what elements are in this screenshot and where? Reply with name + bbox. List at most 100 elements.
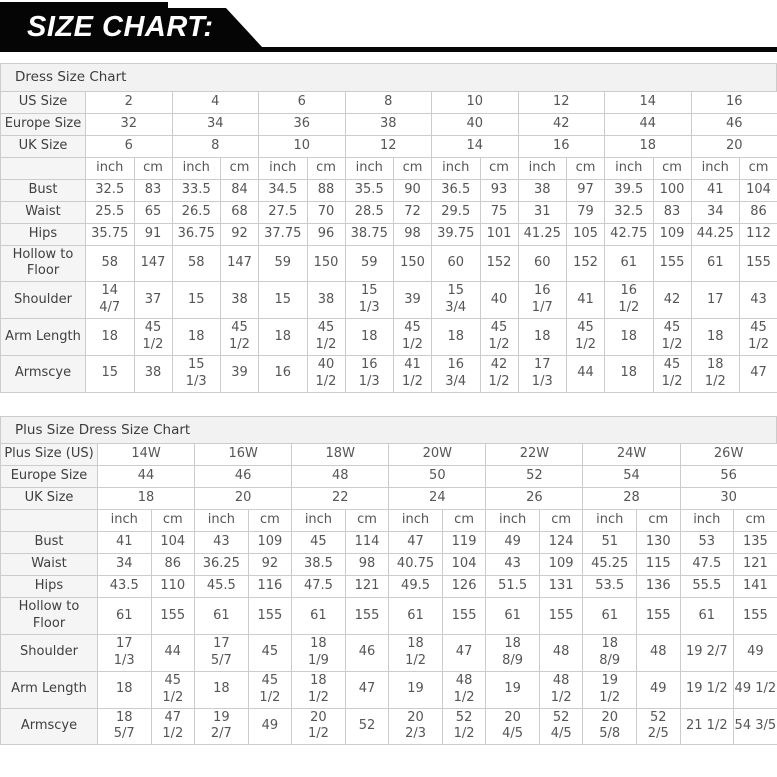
measurement-inch: 59 — [258, 244, 308, 283]
measurement-inch: 16 1/7 — [517, 281, 568, 320]
measurement-cm: 38 — [306, 281, 346, 320]
measurement-cm: 104 — [739, 178, 777, 202]
measurement-cm: 45 — [247, 633, 293, 672]
measurement-inch: 21 1/2 — [679, 707, 735, 746]
dress-size-chart-section: Dress Size Chart US Size 2 4 6 8 10 12 14 16 Euro… — [0, 63, 777, 393]
measurement-cm: 83 — [652, 200, 692, 224]
measurement-inch: 49 — [485, 531, 540, 555]
measurement-cm: 54 3/5 — [733, 707, 777, 746]
measurement-cm: 104 — [441, 553, 487, 577]
size-value: 10 — [431, 90, 519, 114]
unit-header: inch — [431, 156, 481, 180]
row-label: Shoulder — [0, 281, 86, 320]
measurement-cm: 92 — [247, 553, 293, 577]
unit-header: inch — [485, 509, 540, 533]
measurement-cm: 45 1/2 — [739, 318, 777, 356]
unit-header: cm — [344, 509, 390, 533]
measurement-cm: 97 — [566, 178, 606, 202]
measurement-inch: 51 — [582, 531, 637, 555]
measurement-inch: 18 8/9 — [485, 633, 540, 672]
measurement-inch: 18 — [604, 354, 654, 393]
measurement-inch: 47 — [388, 531, 443, 555]
row-label: UK Size — [0, 487, 98, 511]
measurement-inch: 15 3/4 — [431, 281, 481, 320]
measurement-inch: 18 — [97, 670, 152, 709]
size-value: 46 — [194, 465, 293, 489]
measurement-cm: 37 — [133, 281, 173, 320]
size-value: 28 — [582, 487, 681, 511]
unit-header: cm — [150, 509, 196, 533]
row-label: Arm Length — [0, 670, 98, 709]
measurement-cm: 136 — [635, 575, 681, 599]
size-value: 36 — [258, 112, 346, 136]
measurement-inch: 29.5 — [431, 200, 481, 224]
measurement-inch: 49.5 — [388, 575, 443, 599]
measurement-inch: 61 — [679, 597, 735, 635]
measurement-cm: 155 — [635, 597, 681, 635]
size-value: 20 — [690, 134, 777, 158]
size-value: 16 — [517, 134, 606, 158]
size-value: 44 — [96, 465, 196, 489]
unit-header: cm — [479, 156, 519, 180]
measurement-inch: 58 — [171, 244, 221, 283]
measurement-inch: 38.75 — [344, 222, 394, 246]
measurement-cm: 49 — [247, 707, 293, 746]
measurement-cm: 101 — [479, 222, 519, 246]
measurement-cm: 116 — [247, 575, 293, 599]
unit-header: inch — [679, 509, 735, 533]
measurement-inch: 18 — [85, 318, 135, 356]
measurement-inch: 61 — [291, 597, 346, 635]
measurement-inch: 45.5 — [194, 575, 249, 599]
row-label: Hollow to Floor — [0, 597, 98, 635]
measurement-inch: 34 — [97, 553, 152, 577]
measurement-cm: 155 — [538, 597, 584, 635]
measurement-cm: 93 — [479, 178, 519, 202]
measurement-inch: 41 — [97, 531, 152, 555]
size-value: 18 — [96, 487, 196, 511]
measurement-inch: 43.5 — [97, 575, 152, 599]
measurement-cm: 44 — [150, 633, 196, 672]
measurement-cm: 155 — [344, 597, 390, 635]
size-value: 38 — [344, 112, 432, 136]
size-value: 14 — [431, 134, 519, 158]
measurement-cm: 52 1/2 — [441, 707, 487, 746]
measurement-inch: 18 1/2 — [388, 633, 443, 672]
unit-row-spacer — [0, 509, 98, 533]
measurement-cm: 150 — [393, 244, 432, 283]
size-value: 14 — [604, 90, 692, 114]
measurement-cm: 49 — [733, 633, 777, 672]
size-value: 22W — [485, 443, 584, 467]
banner-ribbon: SIZE CHART: — [0, 2, 262, 47]
unit-header: cm — [538, 509, 584, 533]
measurement-cm: 45 1/2 — [652, 354, 692, 393]
measurement-cm: 48 1/2 — [538, 670, 584, 709]
measurement-cm: 98 — [393, 222, 432, 246]
measurement-inch: 45.25 — [582, 553, 637, 577]
row-label: Europe Size — [0, 112, 86, 136]
row-label: Waist — [0, 200, 86, 224]
measurement-inch: 47.5 — [291, 575, 346, 599]
measurement-inch: 19 2/7 — [194, 707, 249, 746]
size-value: 6 — [85, 134, 173, 158]
measurement-inch: 17 — [690, 281, 741, 320]
measurement-inch: 61 — [194, 597, 249, 635]
measurement-inch: 40.75 — [388, 553, 443, 577]
measurement-inch: 18 1/9 — [291, 633, 346, 672]
measurement-cm: 40 1/2 — [306, 354, 346, 393]
measurement-inch: 19 1/2 — [679, 670, 735, 709]
unit-header: inch — [291, 509, 346, 533]
unit-header: cm — [306, 156, 346, 180]
measurement-inch: 39.5 — [604, 178, 654, 202]
size-value: 6 — [258, 90, 346, 114]
unit-header: cm — [247, 509, 293, 533]
measurement-inch: 60 — [517, 244, 568, 283]
plus-size-chart-title: Plus Size Dress Size Chart — [0, 415, 777, 444]
measurement-inch: 61 — [388, 597, 443, 635]
measurement-cm: 92 — [220, 222, 259, 246]
measurement-inch: 17 1/3 — [97, 633, 152, 672]
measurement-cm: 47 — [344, 670, 390, 709]
measurement-cm: 110 — [150, 575, 196, 599]
measurement-cm: 109 — [538, 553, 584, 577]
measurement-inch: 38.5 — [291, 553, 346, 577]
unit-header: cm — [739, 156, 777, 180]
